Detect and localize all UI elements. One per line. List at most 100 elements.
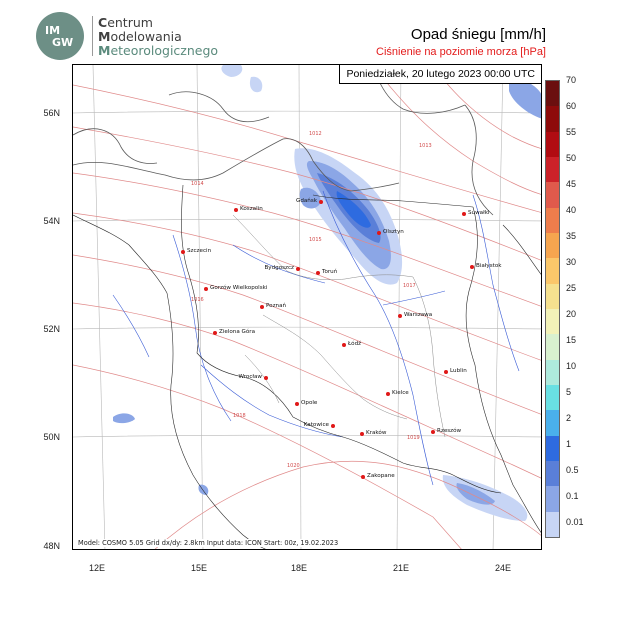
legend-label: 0.1 (566, 491, 579, 502)
snow-area-nw-1 (221, 65, 243, 77)
logo-badge-text-top: IM (45, 24, 61, 37)
legend-label: 30 (566, 257, 577, 268)
legend-label: 70 (566, 75, 577, 85)
city-marker (462, 212, 466, 216)
city-marker (360, 432, 364, 436)
city-label: Toruń (322, 269, 338, 275)
city-marker (319, 200, 323, 204)
city-marker (260, 305, 264, 309)
legend-swatch (546, 435, 559, 462)
legend-swatch (546, 359, 559, 386)
lat-label-56: 56N (43, 108, 60, 118)
city-marker (470, 265, 474, 269)
city-label: Zielona Góra (219, 329, 256, 335)
isobar-label: 1018 (233, 413, 246, 419)
city-marker (377, 231, 381, 235)
city-marker (234, 208, 238, 212)
city-label: Kielce (392, 390, 409, 396)
snow-field (113, 65, 541, 521)
city-marker (181, 250, 185, 254)
graticule (73, 65, 541, 549)
city-marker (213, 331, 217, 335)
logo-line-2: Modelowania (98, 29, 182, 44)
legend-swatch (546, 131, 559, 158)
legend-label: 1 (566, 439, 572, 450)
legend-swatch (546, 385, 559, 411)
snow-area-baltic-peak (336, 191, 371, 228)
isobar-label: 1014 (191, 181, 204, 187)
city-label: Rzeszów (437, 428, 462, 434)
snow-area-gdansk (299, 187, 321, 209)
city-label: Bydgoszcz (264, 265, 294, 271)
city-marker (386, 392, 390, 396)
map-canvas: 1012 1013 1014 1015 1016 1017 1018 1019 … (73, 65, 541, 549)
legend-swatch (546, 283, 559, 310)
city-marker (296, 267, 300, 271)
city-marker (331, 424, 335, 428)
legend-swatch (546, 233, 559, 259)
isobars (73, 65, 541, 549)
lon-label-21: 21E (392, 563, 410, 573)
city-label: Łódź (348, 341, 362, 347)
imgw-logo: IM GW Centrum Modelowania Meteorologiczn… (36, 12, 236, 62)
isobar-label: 1016 (191, 297, 204, 303)
map-panel: 1012 1013 1014 1015 1016 1017 1018 1019 … (72, 64, 542, 550)
city-label: Olsztyn (383, 229, 404, 235)
city-marker (316, 271, 320, 275)
lat-label-54: 54N (43, 216, 60, 226)
coastline (73, 65, 494, 216)
city-marker (444, 370, 448, 374)
snow-area-nw-2 (249, 76, 263, 93)
city-marker (398, 314, 402, 318)
lat-label-52: 52N (43, 324, 60, 334)
isobar-label: 1013 (419, 143, 432, 149)
city-label: Kraków (366, 430, 387, 436)
logo-divider (92, 16, 93, 56)
legend-label: 0.01 (566, 517, 584, 528)
isobar-labels: 1012 1013 1014 1015 1016 1017 1018 1019 … (191, 131, 432, 469)
legend-swatch (546, 106, 559, 133)
legend-label: 2 (566, 413, 572, 424)
lat-label-50: 50N (43, 432, 60, 442)
legend-label: 0.5 (566, 465, 579, 476)
city-label: Suwałki (468, 210, 490, 216)
city-label: Katowice (303, 422, 329, 428)
legend-label: 10 (566, 361, 577, 372)
legend-label: 25 (566, 283, 577, 294)
snow-area-carpathian-inner (456, 483, 495, 505)
city-marker (204, 287, 208, 291)
legend-swatch (546, 461, 559, 487)
city-label: Białystok (476, 263, 502, 269)
legend-label: 60 (566, 101, 577, 112)
city-label: Zakopane (367, 473, 395, 479)
lon-label-15: 15E (190, 563, 208, 573)
map-title: Opad śniegu [mm/h] (410, 26, 546, 43)
legend-swatch (546, 81, 559, 107)
city-label: Gorzów Wielkopolski (210, 285, 268, 291)
city-marker (342, 343, 346, 347)
city-label: Lublin (450, 368, 467, 374)
logo-badge-text-bottom: GW (52, 36, 74, 49)
legend-label: 45 (566, 179, 577, 190)
valid-time-box: Poniedziałek, 20 lutego 2023 00:00 UTC (339, 65, 541, 84)
logo-line-1: Centrum (98, 15, 153, 30)
legend-swatch (546, 207, 559, 234)
legend-label: 50 (566, 153, 577, 164)
legend-label: 20 (566, 309, 577, 320)
lon-label-24: 24E (494, 563, 512, 573)
legend-label: 40 (566, 205, 577, 216)
city-label: Wrocław (238, 374, 262, 380)
legend-label: 15 (566, 335, 577, 346)
isobar-label: 1019 (407, 435, 420, 441)
city-label: Gdańsk (295, 198, 317, 204)
legend-label: 5 (566, 387, 572, 398)
legend-swatch (546, 182, 559, 209)
city-label: Koszalin (240, 206, 263, 212)
legend-swatch (546, 486, 559, 513)
map-subtitle: Ciśnienie na poziomie morza [hPa] (376, 46, 546, 58)
city-marker (295, 402, 299, 406)
snow-area-ne-corner (509, 78, 541, 119)
legend-swatch (546, 334, 559, 361)
city-label: Opole (301, 400, 318, 406)
lat-label-48: 48N (43, 541, 60, 551)
